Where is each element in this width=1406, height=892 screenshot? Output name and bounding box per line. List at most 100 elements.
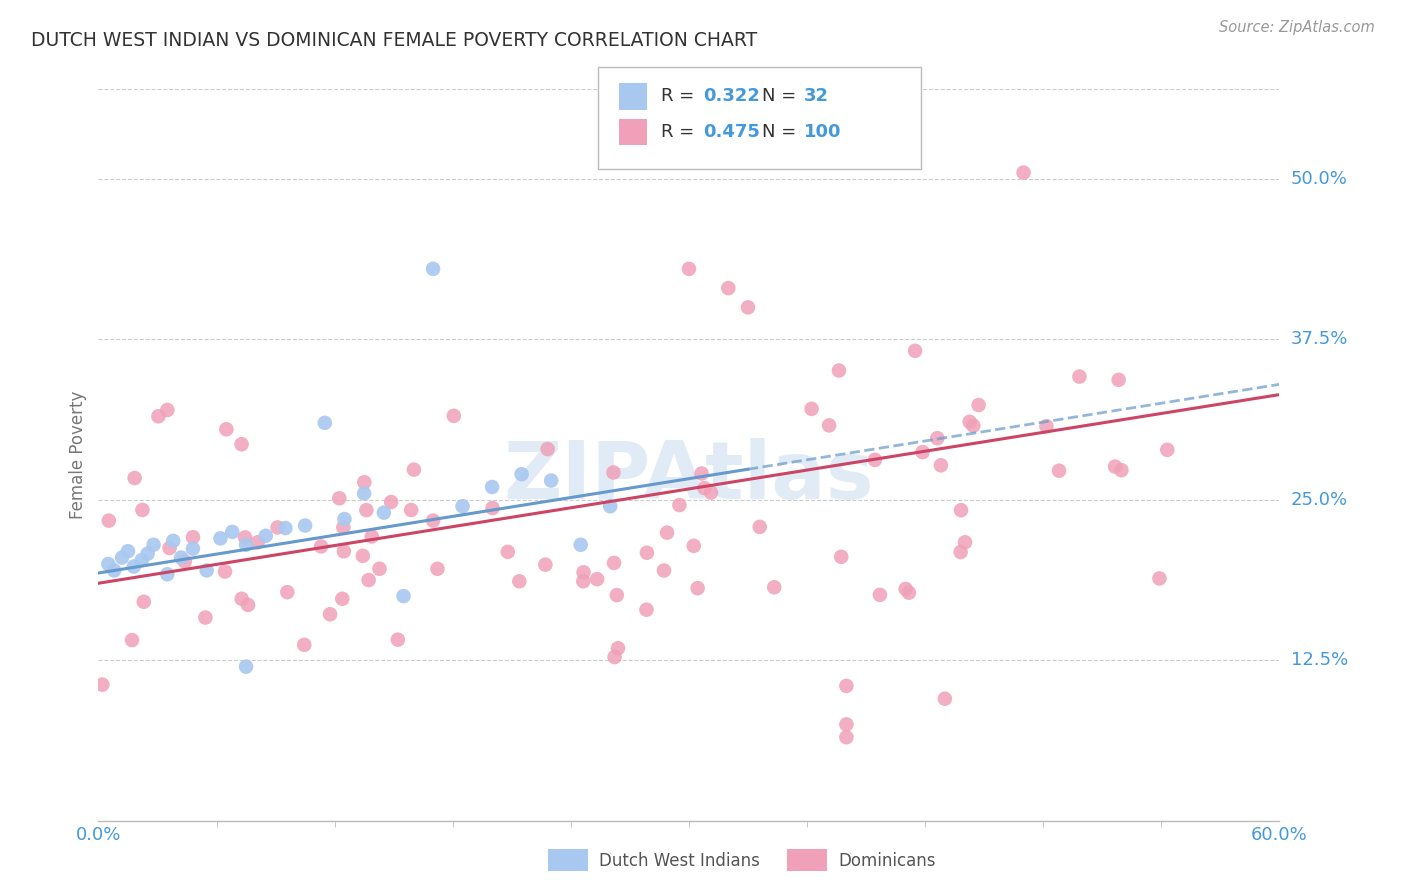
Point	[181, 541, 204, 556]
Point	[357, 573, 380, 587]
Point	[142, 538, 165, 552]
Point	[950, 503, 973, 517]
Point	[828, 363, 851, 377]
Point	[233, 531, 256, 545]
Point	[835, 730, 858, 744]
Point	[1035, 419, 1057, 434]
Text: R =: R =	[661, 123, 700, 141]
Point	[314, 416, 336, 430]
Point	[508, 574, 530, 589]
Point	[962, 418, 984, 433]
Point	[333, 512, 356, 526]
Point	[869, 588, 891, 602]
Point	[510, 467, 533, 482]
Point	[292, 638, 315, 652]
Point	[678, 261, 700, 276]
Point	[422, 514, 444, 528]
Point	[572, 566, 595, 580]
Point	[603, 650, 626, 665]
Point	[668, 498, 690, 512]
Point	[572, 574, 595, 589]
Point	[586, 572, 609, 586]
Point	[236, 598, 259, 612]
Point	[387, 632, 409, 647]
Point	[1047, 464, 1070, 478]
Point	[830, 549, 852, 564]
Point	[800, 401, 823, 416]
Point	[235, 659, 257, 673]
Point	[904, 343, 927, 358]
Text: Dominicans: Dominicans	[838, 852, 935, 870]
Point	[231, 591, 253, 606]
Point	[209, 532, 232, 546]
Point	[636, 603, 658, 617]
Point	[246, 535, 269, 549]
Point	[368, 562, 391, 576]
Point	[911, 445, 934, 459]
Point	[195, 563, 218, 577]
Text: ZIPAtlas: ZIPAtlas	[503, 438, 875, 516]
Point	[91, 677, 114, 691]
Point	[328, 491, 350, 506]
Point	[117, 544, 139, 558]
Point	[693, 481, 716, 495]
Point	[606, 588, 628, 602]
Text: 0.475: 0.475	[703, 123, 759, 141]
Point	[276, 585, 298, 599]
Point	[392, 589, 415, 603]
Point	[131, 503, 153, 517]
Point	[481, 480, 503, 494]
Point	[122, 559, 145, 574]
Point	[737, 301, 759, 315]
Point	[953, 535, 976, 549]
Point	[402, 462, 425, 476]
Point	[97, 557, 120, 571]
Point	[333, 544, 356, 558]
Point	[360, 529, 382, 543]
Point	[927, 431, 949, 445]
Point	[159, 541, 181, 555]
Point	[949, 545, 972, 559]
Point	[717, 281, 740, 295]
Point	[132, 595, 155, 609]
Point	[136, 547, 159, 561]
Text: 50.0%: 50.0%	[1291, 170, 1347, 188]
Point	[103, 563, 125, 577]
Point	[682, 539, 704, 553]
Point	[536, 442, 558, 456]
Point	[214, 565, 236, 579]
Point	[496, 545, 519, 559]
Point	[156, 403, 179, 417]
Point	[655, 525, 678, 540]
Point	[215, 422, 238, 436]
Point	[353, 486, 375, 500]
Point	[599, 500, 621, 514]
Point	[97, 514, 120, 528]
Point	[309, 540, 332, 554]
Text: N =: N =	[762, 123, 801, 141]
Point	[1149, 571, 1171, 585]
Point	[652, 564, 675, 578]
Point	[148, 409, 170, 424]
Point	[603, 556, 626, 570]
Point	[111, 550, 134, 565]
Point	[373, 506, 395, 520]
Point	[399, 503, 422, 517]
Text: DUTCH WEST INDIAN VS DOMINICAN FEMALE POVERTY CORRELATION CHART: DUTCH WEST INDIAN VS DOMINICAN FEMALE PO…	[31, 31, 758, 50]
Point	[1104, 459, 1126, 474]
Point	[266, 520, 288, 534]
Point	[294, 518, 316, 533]
Point	[763, 580, 786, 594]
Point	[534, 558, 557, 572]
Point	[235, 538, 257, 552]
Point	[131, 553, 153, 567]
Point	[194, 610, 217, 624]
Text: R =: R =	[661, 87, 700, 105]
Point	[897, 585, 920, 599]
Point	[934, 691, 956, 706]
Point	[602, 466, 624, 480]
Point	[170, 550, 193, 565]
Text: 0.322: 0.322	[703, 87, 759, 105]
Point	[835, 679, 858, 693]
Point	[330, 591, 353, 606]
